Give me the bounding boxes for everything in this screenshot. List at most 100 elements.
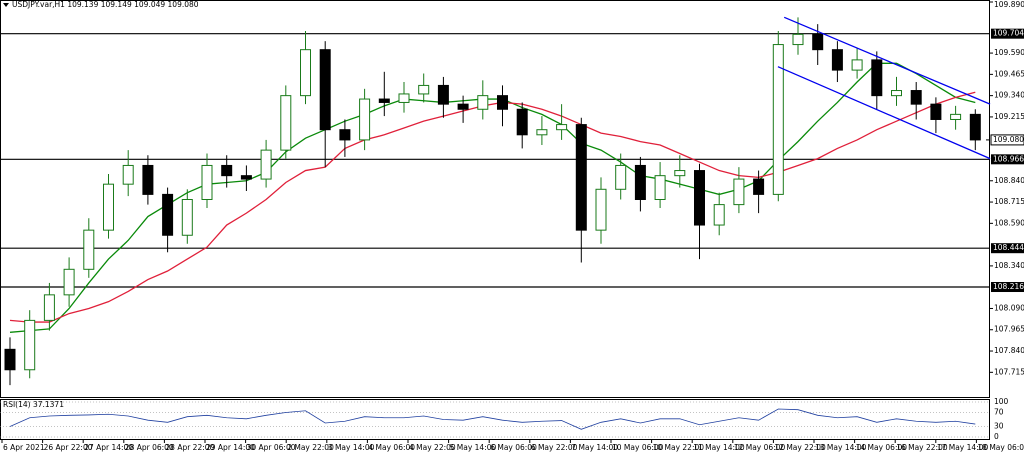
x-tick-label: 13 May 14:00 bbox=[815, 443, 867, 452]
candle-body bbox=[398, 93, 410, 103]
candle-body bbox=[575, 124, 587, 231]
candle-body bbox=[122, 164, 134, 185]
candle-body bbox=[260, 149, 272, 180]
candle-body bbox=[319, 49, 331, 131]
x-tick-label: 6 Apr 2021 bbox=[3, 443, 45, 452]
chart-title: USDJPY.var,H1 109.139 109.149 109.049 10… bbox=[12, 0, 199, 9]
x-tick-label: 26 Apr 22:00 bbox=[44, 443, 93, 452]
x-tick-label: 10 May 06:00 bbox=[612, 443, 664, 452]
x-tick-label: 12 May 06:00 bbox=[734, 443, 786, 452]
level-box bbox=[991, 154, 1024, 165]
candle-body bbox=[201, 164, 213, 200]
candle-body bbox=[969, 113, 981, 141]
level-label: 108.216 bbox=[993, 282, 1024, 291]
menu-arrow bbox=[3, 3, 9, 7]
candle-body bbox=[930, 103, 942, 120]
candle-body bbox=[142, 164, 154, 195]
current-price-box bbox=[990, 134, 1024, 146]
candle-body bbox=[162, 193, 174, 236]
x-tick-label: 27 Apr 14:00 bbox=[84, 443, 133, 452]
candle-body bbox=[792, 33, 804, 46]
x-tick-label: 3 May 14:00 bbox=[328, 443, 375, 452]
x-tick-label: 6 May 06:00 bbox=[490, 443, 537, 452]
current-price-label: 109.080 bbox=[993, 135, 1024, 144]
candle-body bbox=[694, 170, 705, 226]
level-box bbox=[991, 28, 1024, 39]
level-label: 108.966 bbox=[993, 154, 1024, 163]
y-tick-label: 107.715 bbox=[994, 367, 1024, 376]
level-label: 109.704 bbox=[993, 29, 1024, 38]
y-tick-label: 109.465 bbox=[994, 69, 1024, 78]
y-tick-label: 108.340 bbox=[994, 261, 1024, 270]
y-tick-label: 107.840 bbox=[994, 346, 1024, 355]
level-box bbox=[991, 282, 1024, 293]
x-tick-label: 14 May 06:00 bbox=[856, 443, 908, 452]
y-tick-label: 108.090 bbox=[994, 303, 1024, 312]
y-tick-label: 109.215 bbox=[994, 112, 1024, 121]
y-tick-label: 109.890 bbox=[994, 0, 1024, 9]
x-tick-label: 10 May 22:00 bbox=[653, 443, 705, 452]
candle-body bbox=[477, 95, 489, 110]
rsi-tick-label: 0 bbox=[994, 432, 999, 441]
candle-body bbox=[516, 108, 528, 136]
candle-body bbox=[812, 33, 824, 51]
candle-body bbox=[595, 188, 607, 231]
candle-body bbox=[378, 98, 390, 103]
candle-body bbox=[280, 95, 292, 151]
candle-body bbox=[713, 204, 725, 226]
candle-body bbox=[339, 129, 351, 141]
x-tick-label: 28 Apr 22:00 bbox=[165, 443, 214, 452]
trendline bbox=[783, 16, 991, 105]
candle-body bbox=[221, 164, 233, 177]
y-tick-label: 108.590 bbox=[994, 218, 1024, 227]
x-tick-label: 28 Apr 06:00 bbox=[125, 443, 174, 452]
candle-body bbox=[497, 95, 508, 110]
rsi-tick-label: 70 bbox=[994, 408, 1004, 417]
x-tick-label: 11 May 14:00 bbox=[693, 443, 745, 452]
candle-body bbox=[851, 59, 863, 71]
rsi-tick-label: 30 bbox=[994, 422, 1004, 431]
candle-body bbox=[871, 59, 883, 97]
candle-body bbox=[437, 84, 449, 105]
candle-body bbox=[181, 199, 193, 236]
candle-body bbox=[300, 49, 311, 97]
level-box bbox=[991, 243, 1024, 254]
candle-body bbox=[654, 175, 666, 200]
candle-body bbox=[359, 98, 371, 141]
candle-body bbox=[457, 103, 469, 110]
candle-body bbox=[753, 178, 765, 195]
candle-body bbox=[674, 170, 686, 177]
y-tick-label: 109.340 bbox=[994, 91, 1024, 100]
candle-body bbox=[536, 129, 548, 136]
candle-body bbox=[418, 84, 430, 95]
main-frame bbox=[0, 0, 990, 398]
candle-body bbox=[910, 90, 922, 105]
y-tick-label: 108.840 bbox=[994, 176, 1024, 185]
y-tick-label: 107.965 bbox=[994, 325, 1024, 334]
x-tick-label: 7 May 14:00 bbox=[571, 443, 618, 452]
y-tick-label: 108.715 bbox=[994, 197, 1024, 206]
level-label: 108.444 bbox=[993, 243, 1024, 252]
candle-body bbox=[556, 124, 568, 131]
candle-body bbox=[634, 164, 646, 200]
x-tick-label: 4 May 22:00 bbox=[409, 443, 456, 452]
candle-body bbox=[43, 294, 55, 321]
rsi-frame bbox=[0, 399, 990, 440]
y-tick-label: 109.590 bbox=[994, 48, 1024, 57]
moving-average bbox=[9, 91, 976, 323]
candle-body bbox=[24, 319, 36, 371]
x-tick-label: 5 May 14:00 bbox=[450, 443, 497, 452]
x-tick-label: 29 Apr 14:00 bbox=[206, 443, 255, 452]
x-tick-label: 6 May 22:00 bbox=[531, 443, 578, 452]
x-tick-label: 18 May 06:00 bbox=[977, 443, 1024, 452]
candle-body bbox=[63, 268, 75, 296]
candle-body bbox=[83, 229, 95, 270]
x-tick-label: 16 May 22:00 bbox=[896, 443, 948, 452]
rsi-label: RSI(14) 37.1371 bbox=[3, 400, 64, 409]
candle-body bbox=[733, 178, 745, 206]
candle-body bbox=[4, 348, 16, 371]
candle-body bbox=[831, 49, 843, 71]
trendline bbox=[777, 66, 991, 160]
candle-body bbox=[615, 164, 627, 190]
